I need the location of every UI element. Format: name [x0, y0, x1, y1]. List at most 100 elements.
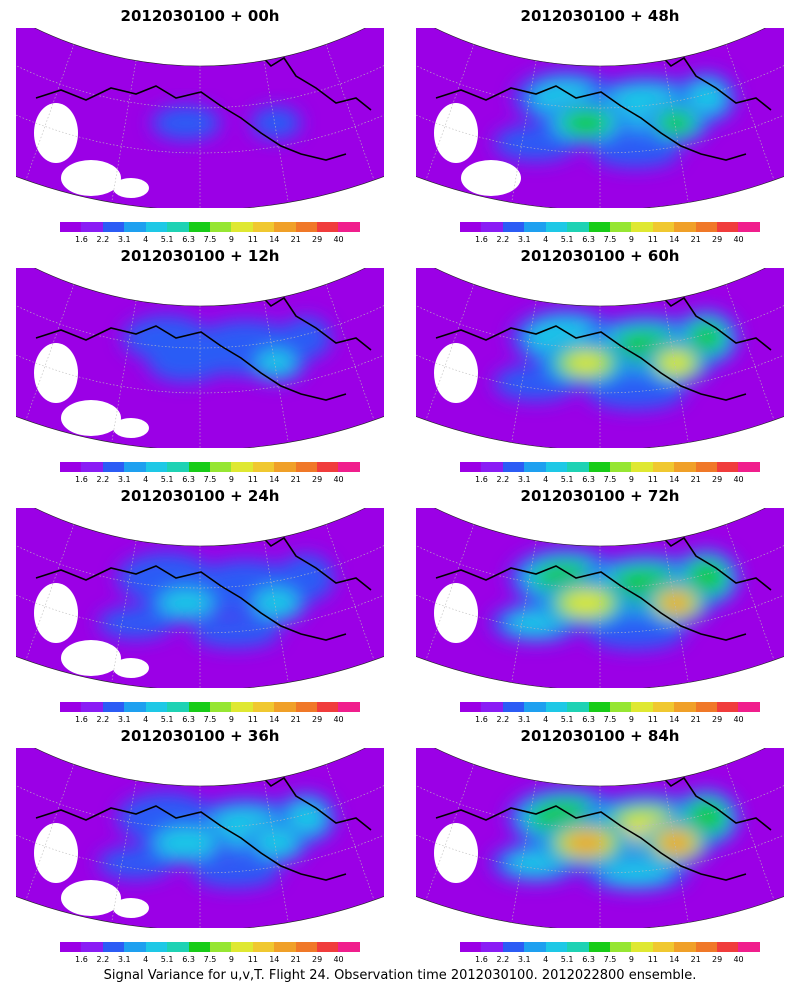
colorbar-tick-label: 14: [669, 955, 680, 964]
colorbar-tick-label: 40: [733, 955, 744, 964]
colorbar-swatch: [317, 222, 339, 232]
colorbar-tick-label: 6.3: [182, 715, 195, 724]
colorbar-tick-label: 29: [312, 955, 323, 964]
colorbar-swatch: [588, 222, 610, 232]
colorbar-swatch: [524, 702, 546, 712]
colorbar-tick-label: 21: [290, 955, 301, 964]
colorbar-swatch: [167, 462, 189, 472]
colorbar-swatch: [631, 702, 653, 712]
colorbar-swatch: [588, 702, 610, 712]
colorbar-swatch: [460, 702, 482, 712]
colorbar: [60, 942, 360, 952]
colorbar-labels: 1.6 2.2 3.1 4 5.1 6.3 7.5 9 11 14 21 29 40: [460, 715, 760, 727]
colorbar-swatch: [695, 462, 718, 472]
colorbar-tick-label: 6.3: [582, 475, 595, 484]
colorbar-swatch: [231, 942, 253, 952]
colorbar-swatch: [481, 462, 503, 472]
colorbar-swatch: [588, 462, 610, 472]
colorbar-tick-label: 5.1: [160, 955, 174, 964]
colorbar-tick-label: 6.3: [582, 715, 595, 724]
colorbar: [460, 942, 760, 952]
colorbar-swatch: [652, 942, 675, 952]
colorbar-tick-label: 11: [647, 955, 658, 964]
colorbar-swatch: [102, 942, 125, 952]
colorbar-swatch: [502, 942, 525, 952]
variance-map: [16, 508, 384, 688]
colorbar-tick-label: 9: [628, 715, 634, 724]
colorbar-tick-label: 11: [247, 475, 258, 484]
colorbar-swatch: [252, 942, 275, 952]
colorbar-tick-label: 2.2: [496, 955, 510, 964]
colorbar-swatch: [738, 702, 760, 712]
colorbar-labels: 1.6 2.2 3.1 4 5.1 6.3 7.5 9 11 14 21 29 40: [460, 235, 760, 247]
colorbar-swatch: [502, 462, 525, 472]
colorbar-tick-label: 21: [690, 475, 701, 484]
colorbar-tick-label: 4: [543, 475, 549, 484]
colorbar: [60, 222, 360, 232]
colorbar-swatch: [60, 222, 82, 232]
panel-title: 2012030100 + 00h: [120, 7, 280, 25]
colorbar-tick-label: 1.6: [475, 955, 488, 964]
colorbar-swatch: [717, 702, 739, 712]
colorbar-tick-label: 4: [143, 475, 149, 484]
colorbar-swatch: [317, 462, 339, 472]
colorbar-swatch: [338, 462, 360, 472]
colorbar-swatch: [81, 462, 103, 472]
colorbar-tick-label: 21: [290, 475, 301, 484]
colorbar: [460, 462, 760, 472]
colorbar-swatch: [631, 942, 653, 952]
colorbar-swatch: [609, 462, 632, 472]
colorbar-swatch: [167, 942, 189, 952]
colorbar-labels: 1.6 2.2 3.1 4 5.1 6.3 7.5 9 11 14 21 29 40: [60, 955, 360, 967]
colorbar-swatch: [609, 942, 632, 952]
variance-map: [416, 28, 784, 208]
colorbar-tick-label: 14: [269, 715, 280, 724]
colorbar-tick-label: 29: [312, 235, 323, 244]
colorbar-swatch: [738, 942, 760, 952]
colorbar-tick-label: 2.2: [496, 235, 510, 244]
colorbar-swatch: [145, 222, 168, 232]
colorbar-swatch: [695, 222, 718, 232]
colorbar-tick-label: 7.5: [203, 955, 217, 964]
colorbar: [460, 222, 760, 232]
colorbar-labels: 1.6 2.2 3.1 4 5.1 6.3 7.5 9 11 14 21 29 40: [60, 475, 360, 487]
colorbar-swatch: [567, 942, 589, 952]
map-panel: 2012030100 + 12h 1.6 2.2 3.1 4 5.1 6.3 7.5 9 11 14…: [0, 240, 400, 490]
colorbar-swatch: [567, 222, 589, 232]
colorbar-tick-label: 14: [269, 475, 280, 484]
colorbar-swatch: [652, 222, 675, 232]
colorbar-swatch: [167, 702, 189, 712]
colorbar-tick-label: 11: [647, 715, 658, 724]
panel-title: 2012030100 + 84h: [520, 727, 680, 745]
colorbar-swatch: [460, 222, 482, 232]
variance-map: [16, 28, 384, 208]
colorbar-tick-label: 9: [628, 475, 634, 484]
map-panel: 2012030100 + 60h 1.6 2.2 3.1 4 5.1 6.3 7.5 9 11 14…: [400, 240, 800, 490]
map-panel: 2012030100 + 24h 1.6 2.2 3.1 4 5.1 6.3 7.5 9 11 14…: [0, 480, 400, 730]
colorbar-swatch: [567, 702, 589, 712]
colorbar-tick-label: 1.6: [475, 475, 488, 484]
panel-title: 2012030100 + 12h: [120, 247, 280, 265]
colorbar-tick-label: 11: [247, 235, 258, 244]
colorbar-swatch: [81, 942, 103, 952]
colorbar-swatch: [124, 222, 146, 232]
colorbar-tick-label: 40: [733, 715, 744, 724]
colorbar-swatch: [274, 462, 296, 472]
colorbar-tick-label: 6.3: [182, 475, 195, 484]
colorbar-swatch: [295, 222, 318, 232]
colorbar-swatch: [145, 462, 168, 472]
colorbar-tick-label: 7.5: [603, 235, 617, 244]
panel-title: 2012030100 + 72h: [520, 487, 680, 505]
colorbar-swatch: [588, 942, 610, 952]
colorbar-tick-label: 3.1: [517, 475, 531, 484]
colorbar-tick-label: 2.2: [496, 715, 510, 724]
colorbar-tick-label: 4: [143, 955, 149, 964]
colorbar-tick-label: 5.1: [160, 475, 174, 484]
colorbar-tick-label: 2.2: [496, 475, 510, 484]
colorbar-tick-label: 21: [290, 235, 301, 244]
colorbar-swatch: [102, 702, 125, 712]
colorbar-tick-label: 5.1: [160, 235, 174, 244]
colorbar-tick-label: 2.2: [96, 475, 110, 484]
colorbar-swatch: [252, 222, 275, 232]
colorbar-swatch: [609, 702, 632, 712]
